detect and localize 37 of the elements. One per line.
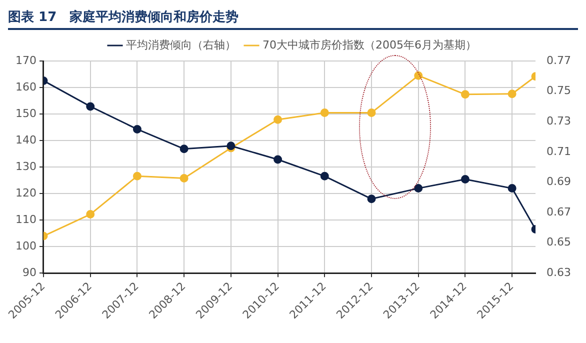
point	[320, 172, 329, 180]
point	[367, 194, 376, 204]
y-tick-label: 130	[16, 160, 36, 173]
y2-tick-label: 0.67	[546, 205, 572, 218]
chart-title: 图表 17 家庭平均消费倾向和房价走势	[8, 8, 578, 30]
y-tick-label: 100	[16, 240, 36, 253]
y2-tick-label: 0.69	[546, 175, 572, 188]
y-tick-label: 120	[16, 186, 36, 200]
point	[367, 108, 376, 117]
point	[414, 184, 423, 193]
y2-tick-label: 0.73	[546, 114, 572, 128]
point	[180, 144, 188, 154]
point	[132, 172, 142, 180]
legend-label: 平均消费倾向（右轴）	[126, 38, 236, 52]
y2-tick-label: 0.63	[546, 266, 572, 280]
y-tick-label: 90	[22, 266, 36, 280]
y2-tick-label: 0.71	[546, 144, 572, 158]
point	[180, 174, 188, 182]
y2-tick-label: 0.65	[546, 236, 572, 249]
y-tick-label: 160	[16, 80, 36, 94]
y-tick-label: 140	[16, 133, 36, 146]
point	[86, 102, 95, 111]
point	[274, 115, 282, 124]
point	[274, 155, 282, 164]
point	[460, 174, 470, 184]
y2-tick-label: 0.77	[546, 54, 572, 67]
legend-label: 70大中城市房价指数（2005年6月为基期）	[262, 38, 477, 52]
point	[460, 90, 470, 99]
y-tick-label: 150	[16, 106, 36, 120]
point	[132, 124, 142, 134]
point	[508, 184, 516, 193]
y-tick-label: 110	[16, 212, 36, 226]
y-tick-label: 170	[16, 54, 36, 67]
point	[86, 210, 95, 219]
y2-tick-label: 0.75	[546, 84, 572, 98]
point	[320, 108, 329, 117]
point	[508, 90, 516, 98]
